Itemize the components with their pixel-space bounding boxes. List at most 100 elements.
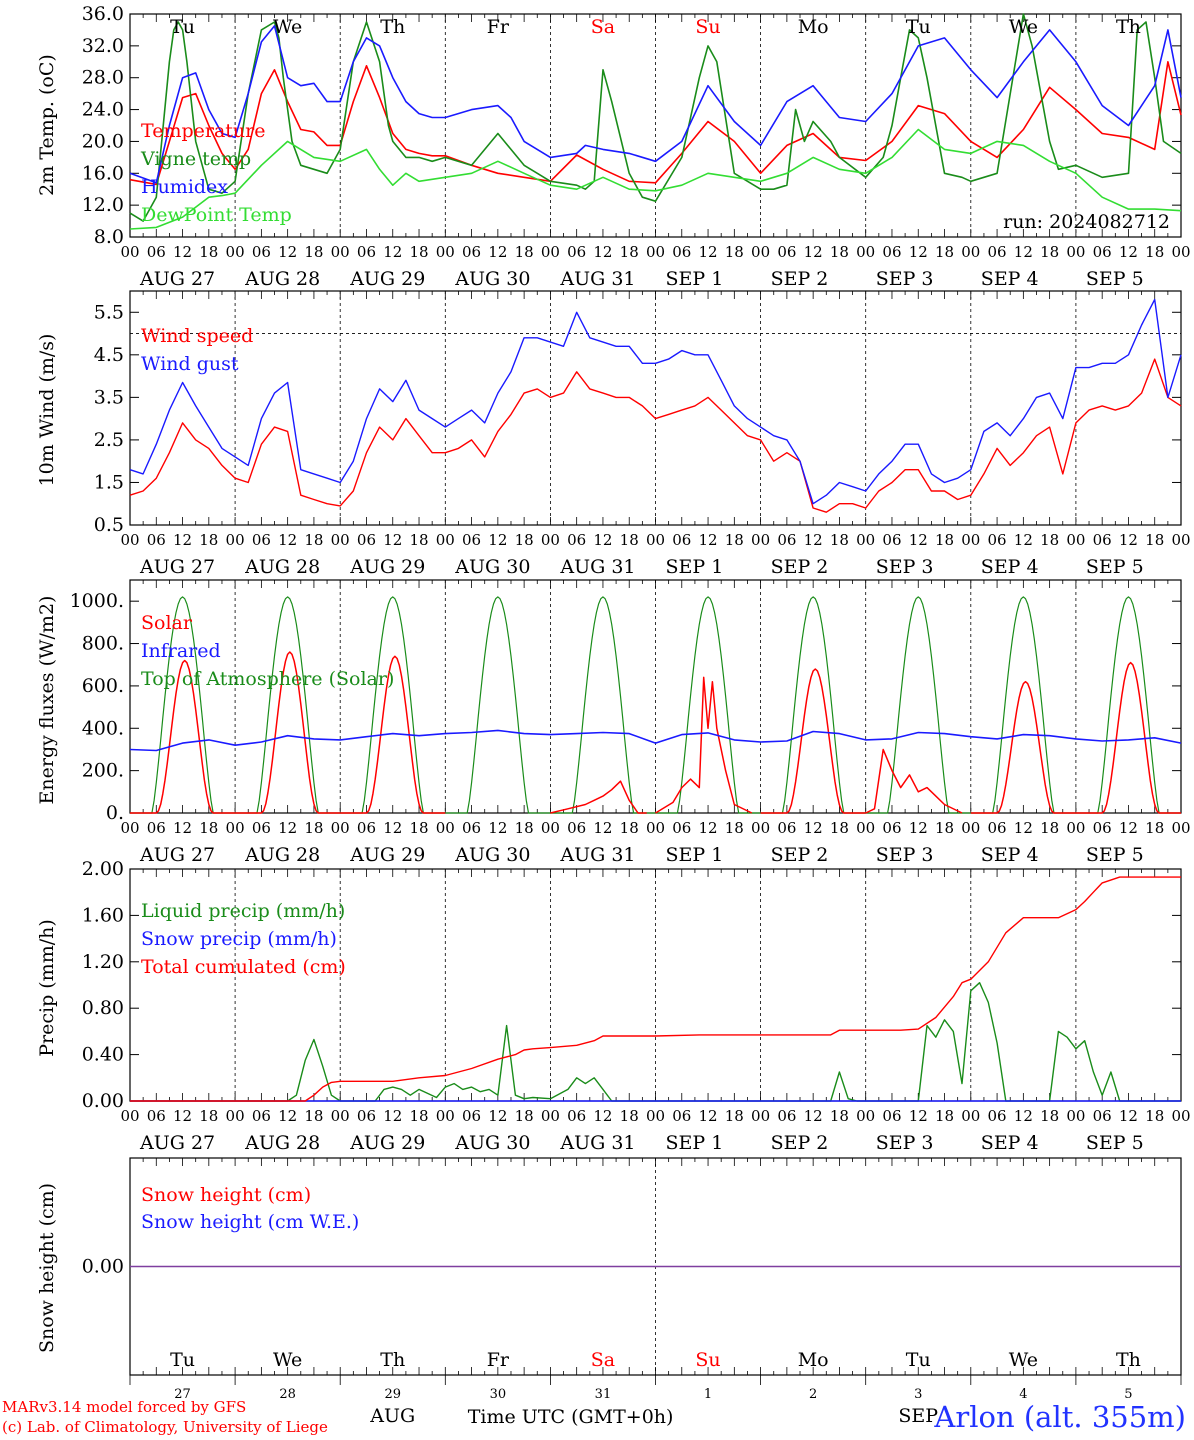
- series-solar-cloudy-day-7: [865, 748, 963, 814]
- panel-1-hour-label: 12: [173, 531, 192, 549]
- panel-3-hour-label: 00: [226, 1107, 245, 1125]
- panel-1-hour-label: 00: [1066, 531, 1085, 549]
- panel-3-y-tick-label: 1.60: [82, 904, 124, 926]
- panel-1-hour-label: 00: [541, 531, 560, 549]
- panel-0-hour-label: 12: [804, 243, 823, 261]
- panel-1-legend-wind-gust: Wind gust: [141, 353, 239, 375]
- panel-1-date-label: AUG 30: [454, 556, 530, 578]
- panel-4-legend-snow-height-cm-w-e-: Snow height (cm W.E.): [141, 1211, 359, 1233]
- panel-0-hour-label: 06: [777, 243, 796, 261]
- panel-2-date-label: SEP 1: [666, 844, 724, 866]
- panel-0-hour-label: 00: [646, 243, 665, 261]
- panel-0-hour-label: 18: [199, 243, 218, 261]
- weekday-label: We: [273, 16, 302, 38]
- series-solar-day-9: [970, 680, 1076, 814]
- panel-3-hour-label: 18: [199, 1107, 218, 1125]
- panel-2-hour-label: 00: [331, 819, 350, 837]
- panel-3-hour-label: 06: [567, 1107, 586, 1125]
- panel-3-hour-label: 06: [882, 1107, 901, 1125]
- panel-2-legend-infrared: Infrared: [141, 640, 221, 662]
- panel-3-legend-total-cumulated-cm-: Total cumulated (cm): [141, 956, 346, 978]
- panel-3-hour-label: 06: [777, 1107, 796, 1125]
- panel-0-legend-dewpoint-temp: DewPoint Temp: [141, 204, 292, 226]
- panel-2-y-tick-label: 1000.: [70, 590, 124, 612]
- panel-3-hour-label: 00: [331, 1107, 350, 1125]
- weekday-label: Fr: [487, 16, 510, 38]
- panel-3-hour-label: 12: [173, 1107, 192, 1125]
- panel-1-hour-label: 06: [357, 531, 376, 549]
- weekday-label: Tu: [906, 16, 931, 38]
- series-humidex-line: [129, 25, 1182, 184]
- panel-3-hour-label: 00: [961, 1107, 980, 1125]
- bottom-day-number: 29: [384, 1387, 401, 1402]
- panel-0-hour-label: 12: [383, 243, 402, 261]
- panel-1-legend-wind-speed: Wind speed: [141, 325, 253, 347]
- panel-3-hour-label: 00: [856, 1107, 875, 1125]
- panel-3-hour-label: 06: [357, 1107, 376, 1125]
- panel-0-date-label: AUG 30: [454, 268, 530, 290]
- panel-0-hour-label: 00: [1066, 243, 1085, 261]
- panel-0-hour-label: 00: [751, 243, 770, 261]
- panel-0-hour-label: 06: [567, 243, 586, 261]
- panel-1-date-label: AUG 28: [244, 556, 320, 578]
- panel-2-hour-label: 12: [699, 819, 718, 837]
- bottom-day-number: 2: [809, 1387, 817, 1402]
- panel-2-y-tick-label: 800.: [82, 633, 124, 655]
- panel-3-hour-label: 18: [515, 1107, 534, 1125]
- panel-2-hour-label: 18: [935, 819, 954, 837]
- bottom-month-sep: SEP: [898, 1405, 938, 1427]
- panel-2-hour-label: 00: [751, 819, 770, 837]
- panel-2-hour-label: 12: [804, 819, 823, 837]
- panel-2-date-label: SEP 3: [876, 844, 934, 866]
- credit-line-1: MARv3.14 model forced by GFS: [2, 1398, 247, 1416]
- panel-0-hour-label: 00: [331, 243, 350, 261]
- panel-3-date-label: SEP 5: [1086, 1132, 1144, 1154]
- panel-0-date-label: AUG 28: [244, 268, 320, 290]
- panel-0-hour-label: 00: [961, 243, 980, 261]
- panel-3-hour-label: 18: [725, 1107, 744, 1125]
- panel-1-hour-label: 12: [383, 531, 402, 549]
- panel-3-hour-label: 00: [1066, 1107, 1085, 1125]
- panel-1-hour-label: 06: [252, 531, 271, 549]
- weekday-label: Th: [1116, 16, 1141, 38]
- panel-2-hour-label: 18: [515, 819, 534, 837]
- panel-0-hour-label: 18: [620, 243, 639, 261]
- panel-1-hour-label: 18: [935, 531, 954, 549]
- panel-3-hour-label: 06: [252, 1107, 271, 1125]
- series-wind-speed-line: [129, 358, 1182, 513]
- panel-1-hour-label: 06: [672, 531, 691, 549]
- panel-1-hour-label: 18: [620, 531, 639, 549]
- panel-0-date-label: AUG 31: [559, 268, 635, 290]
- panel-0-hour-label: 06: [882, 243, 901, 261]
- panel-2-hour-label: 06: [672, 819, 691, 837]
- series-toa-solar-day-5: [550, 596, 656, 814]
- series-solar-day-7: [760, 668, 866, 814]
- panel-0-hour-label: 18: [830, 243, 849, 261]
- panel-1-hour-label: 00: [226, 531, 245, 549]
- panel-2-hour-label: 18: [725, 819, 744, 837]
- bottom-weekday-label: Tu: [906, 1349, 931, 1371]
- panel-2-hour-label: 18: [1040, 819, 1059, 837]
- bottom-weekday-label: Sa: [591, 1349, 615, 1371]
- panel-2-hour-label: 12: [593, 819, 612, 837]
- panel-0-hour-label: 00: [436, 243, 455, 261]
- panel-3-hour-label: 06: [672, 1107, 691, 1125]
- panel-1-hour-label: 18: [304, 531, 323, 549]
- panel-0-legend-humidex: Humidex: [141, 176, 228, 198]
- panel-2-hour-label: 12: [1014, 819, 1033, 837]
- panel-2-hour-label: 18: [1145, 819, 1164, 837]
- panel-0-date-label: SEP 2: [771, 268, 829, 290]
- panel-1-hour-label: 12: [909, 531, 928, 549]
- series-toa-solar-day-10: [1075, 596, 1181, 814]
- panel-3-hour-label: 00: [436, 1107, 455, 1125]
- panel-0-hour-label: 06: [988, 243, 1007, 261]
- series-toa-solar-day-9: [970, 596, 1076, 814]
- panel-1-hour-label: 18: [199, 531, 218, 549]
- panel-3-hour-label: 00: [751, 1107, 770, 1125]
- panel-1-hour-label: 00: [751, 531, 770, 549]
- panel-2-date-label: SEP 4: [981, 844, 1039, 866]
- panel-2-hour-label: 18: [199, 819, 218, 837]
- panel-0-legend-vigne-temp: Vigne temp: [140, 148, 251, 170]
- panel-0-hour-label: 18: [1040, 243, 1059, 261]
- panel-2-hour-label: 12: [909, 819, 928, 837]
